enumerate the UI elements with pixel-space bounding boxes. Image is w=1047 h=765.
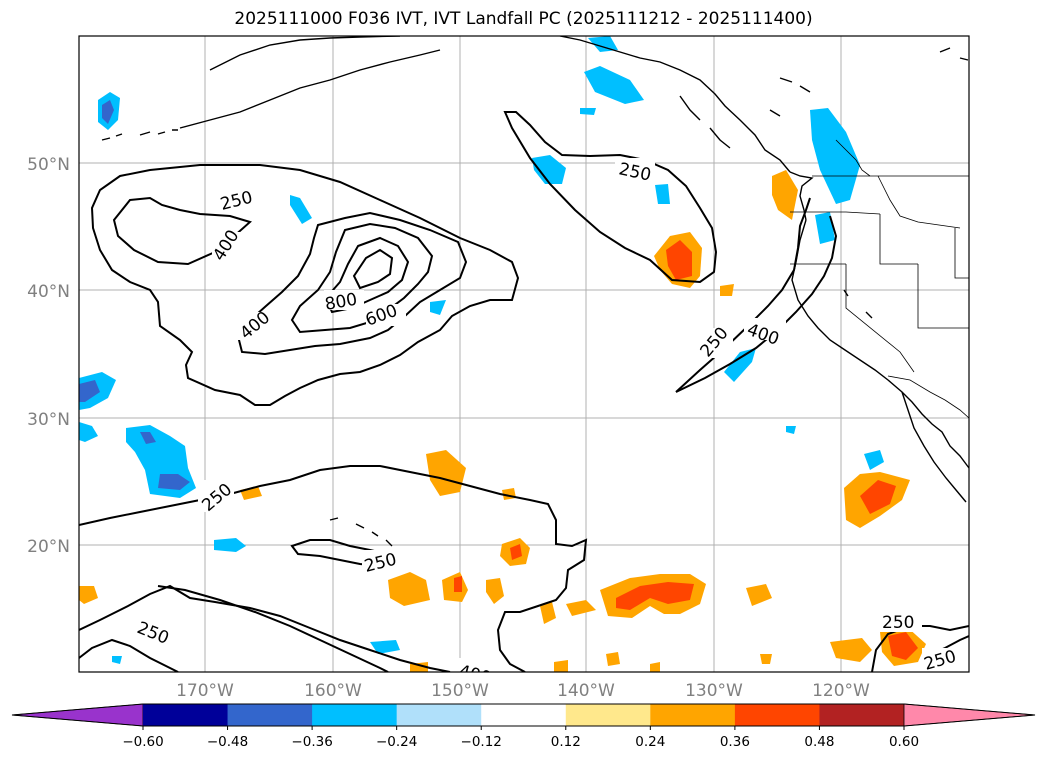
ivt-label: 250 — [882, 613, 914, 633]
colorbar: −0.60 −0.48 −0.36 −0.24 −0.12 0.12 0.24 0.36 0.4… — [11, 703, 1036, 750]
colorbar-tick-label: −0.12 — [461, 734, 502, 750]
colorbar-segment — [481, 704, 567, 726]
colorbar-segment — [734, 704, 820, 726]
lat-label: 30°N — [27, 410, 70, 430]
positive-pc-shading — [79, 170, 926, 672]
lon-label: 140°W — [557, 681, 615, 701]
colorbar-tick-label: 0.24 — [635, 734, 665, 750]
ivt-contour-labels: 250 400 250 800 600 400 250 400 250 250 … — [134, 158, 964, 688]
colorbar-segment — [312, 704, 398, 726]
lon-label: 170°W — [176, 681, 234, 701]
ivt-contours — [79, 111, 969, 672]
coastlines — [101, 36, 969, 503]
political-borders — [790, 139, 969, 419]
colorbar-tick-label: −0.60 — [122, 734, 163, 750]
lon-label: 120°W — [812, 681, 870, 701]
colorbar-tick-label: 0.12 — [551, 734, 581, 750]
ivt-label: 800 — [323, 290, 358, 315]
longitude-labels: 170°W 160°W 150°W 140°W 130°W 120°W — [176, 681, 870, 701]
colorbar-extend-low — [11, 703, 144, 727]
colorbar-segment — [396, 704, 482, 726]
colorbar-tick-label: 0.48 — [804, 734, 834, 750]
colorbar-segment — [143, 704, 229, 726]
hawaiian-islands — [329, 517, 393, 547]
negative-pc-shading — [79, 36, 884, 664]
ivt-label: 400 — [457, 661, 493, 688]
colorbar-tick-label: 0.36 — [720, 734, 750, 750]
colorbar-extend-high — [903, 703, 1036, 727]
colorbar-segment — [565, 704, 651, 726]
map-frame — [78, 35, 970, 673]
lat-label: 40°N — [27, 282, 70, 302]
colorbar-tick-label: 0.60 — [889, 734, 919, 750]
lon-label: 150°W — [431, 681, 489, 701]
lat-label: 20°N — [27, 537, 70, 557]
colorbar-segment — [650, 704, 736, 726]
colorbar-segment — [227, 704, 313, 726]
latitude-labels: 50°N 40°N 30°N 20°N — [27, 155, 70, 557]
colorbar-tick-label: −0.36 — [291, 734, 332, 750]
lon-label: 130°W — [685, 681, 743, 701]
lon-label: 160°W — [304, 681, 362, 701]
lat-label: 50°N — [27, 155, 70, 175]
map-title: 2025111000 F036 IVT, IVT Landfall PC (20… — [234, 9, 813, 29]
colorbar-tick-label: −0.24 — [376, 734, 417, 750]
colorbar-segment — [819, 704, 905, 726]
colorbar-tick-label: −0.48 — [207, 734, 248, 750]
map-plot-area: 250 400 250 800 600 400 250 400 250 250 … — [79, 36, 969, 688]
